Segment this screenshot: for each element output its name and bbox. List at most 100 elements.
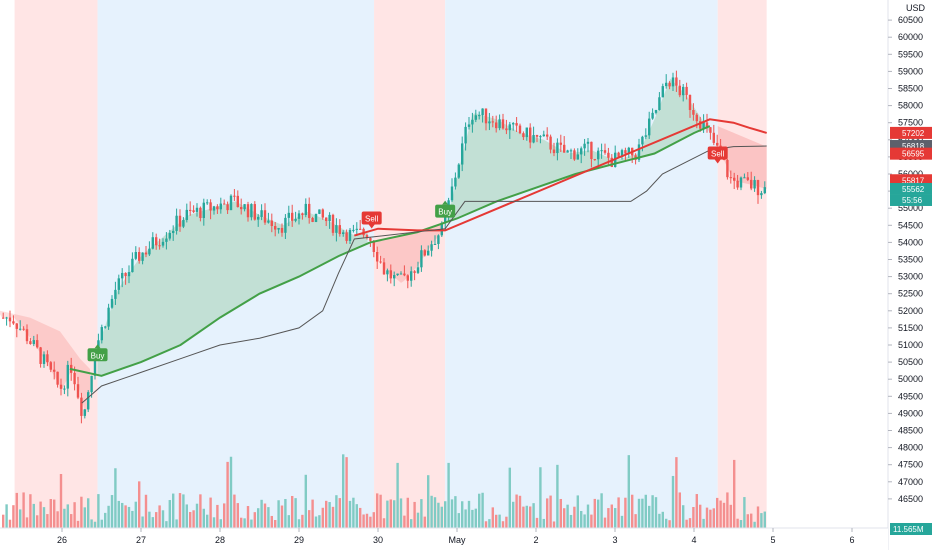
price-tag-label: 55562 [902, 185, 925, 194]
x-axis-panel[interactable] [0, 528, 888, 550]
candle-body [175, 215, 178, 231]
candle-body [253, 204, 256, 220]
volume-bar [685, 519, 688, 528]
candle-body [726, 159, 729, 178]
x-tick-label: May [448, 535, 466, 545]
volume-bar [607, 508, 610, 528]
volume-bar [760, 513, 763, 528]
candle-body [668, 82, 671, 87]
candle-body [141, 252, 144, 261]
volume-bar [614, 508, 617, 528]
volume-bar [590, 514, 593, 528]
volume-bar [287, 515, 290, 528]
candle-body [702, 122, 705, 129]
candle-body [158, 245, 161, 247]
y-tick-label: 50500 [898, 357, 923, 367]
y-tick-label: 51000 [898, 340, 923, 350]
candle-body [733, 177, 736, 181]
volume-bar [233, 494, 236, 528]
candle-body [257, 216, 260, 220]
candle-body [641, 136, 644, 145]
volume-bar [335, 495, 338, 528]
volume-bar [739, 520, 743, 528]
volume-bar [131, 510, 134, 528]
volume-bar [406, 497, 409, 528]
candle-body [532, 135, 535, 143]
candle-body [678, 85, 681, 96]
volume-bar [610, 504, 613, 528]
volume-bar [733, 459, 736, 528]
volume-bar [549, 495, 552, 528]
volume-bar [97, 494, 100, 528]
candle-body [552, 149, 556, 154]
y-tick-label: 53000 [898, 272, 923, 282]
volume-bar [512, 501, 515, 528]
signal-box [87, 348, 108, 362]
candle-body [5, 317, 8, 319]
volume-bar [420, 499, 423, 528]
volume-bar [495, 514, 498, 528]
y-tick-label: 58500 [898, 84, 923, 94]
candle-body [178, 215, 182, 227]
candle-body [654, 109, 658, 113]
y-tick-label: 55000 [898, 203, 923, 213]
candle-body [566, 150, 569, 153]
candle-body [199, 207, 202, 219]
candle-body [573, 150, 576, 160]
y-tick-label: 52000 [898, 306, 923, 316]
indicator-line-trailing-stop [81, 145, 767, 404]
volume-bar [637, 498, 641, 528]
candle-body [627, 147, 630, 154]
volume-bar [763, 511, 766, 528]
candle-body [688, 94, 692, 111]
price-tag-label: 56818 [902, 142, 925, 151]
volume-bar [321, 507, 324, 528]
candle-body [250, 204, 253, 218]
volume-bar [36, 515, 39, 528]
candle-body [603, 150, 607, 153]
volume-bar [110, 495, 114, 528]
x-tick-label: 6 [849, 535, 854, 545]
candle-body [311, 218, 314, 222]
candle-body [648, 118, 651, 136]
candle-body [658, 97, 661, 110]
volume-bar [413, 501, 416, 528]
candle-body [420, 250, 423, 268]
y-axis-panel[interactable] [888, 0, 932, 550]
volume-bar [352, 497, 355, 528]
y-tick-label: 54000 [898, 237, 923, 247]
volume-bar [597, 499, 600, 528]
volume-bar [216, 504, 219, 528]
volume-bar [240, 517, 243, 528]
candle-body [348, 229, 352, 241]
volume-bar [542, 518, 545, 528]
candle-body [471, 119, 474, 125]
candle-body [569, 150, 573, 152]
signal-label: Buy [438, 208, 452, 217]
signal-label: Sell [365, 214, 379, 223]
candle-body [185, 209, 188, 220]
candle-body [461, 143, 464, 165]
volume-bar [668, 520, 671, 528]
candle-body [19, 328, 22, 330]
x-tick-label: 5 [770, 535, 775, 545]
y-tick-label: 52500 [898, 289, 923, 299]
volume-bar [736, 518, 739, 528]
candle-body [49, 362, 52, 370]
volume-bar [478, 493, 481, 528]
y-tick-label: 59000 [898, 66, 923, 76]
volume-bar [73, 502, 76, 528]
volume-bar [481, 492, 484, 528]
candle-body [501, 119, 505, 129]
candle-body [301, 213, 304, 215]
signal-label: Sell [711, 149, 725, 158]
volume-bar [294, 498, 297, 528]
candle-body [484, 108, 488, 124]
volume-bar [573, 506, 576, 528]
currency-label: USD [906, 3, 926, 13]
candle-body [144, 252, 148, 255]
candle-body [124, 272, 127, 277]
candle-body [379, 261, 382, 263]
